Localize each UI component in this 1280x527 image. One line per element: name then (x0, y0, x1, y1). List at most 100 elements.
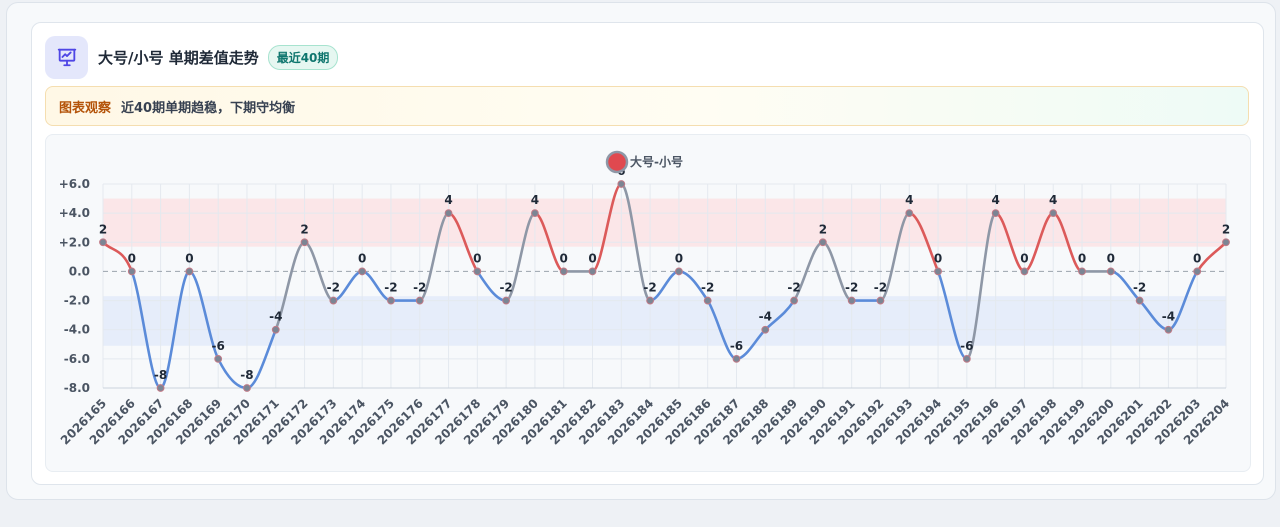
data-point (646, 296, 655, 305)
data-point (502, 296, 511, 305)
data-label: 0 (1193, 251, 1201, 265)
data-point (962, 354, 971, 363)
upper-band (103, 198, 1226, 247)
data-label: 0 (1020, 251, 1028, 265)
data-point (300, 238, 309, 247)
data-point (415, 296, 424, 305)
chart-observation: 图表观察 近40期单期趋稳，下期守均衡 (45, 86, 1249, 126)
data-point (818, 238, 827, 247)
data-label: -4 (759, 310, 772, 324)
legend-marker (605, 150, 629, 174)
data-label: 0 (934, 251, 942, 265)
data-label: 0 (1078, 251, 1086, 265)
data-label: -2 (701, 281, 714, 295)
observation-text: 近40期单期趋稳，下期守均衡 (121, 100, 296, 116)
data-point (271, 325, 280, 334)
data-point (444, 209, 453, 218)
data-label: 4 (991, 193, 999, 207)
data-label: -2 (499, 281, 512, 295)
y-tick-label: -6.0 (64, 352, 90, 366)
data-label: 2 (99, 222, 107, 236)
data-label: -6 (212, 339, 225, 353)
data-label: -4 (1162, 310, 1175, 324)
data-point (703, 296, 712, 305)
legend-label: 大号-小号 (630, 154, 683, 169)
data-point (127, 267, 136, 276)
data-point (617, 180, 626, 188)
y-tick-label: +6.0 (59, 177, 90, 191)
data-point (99, 238, 107, 247)
series-line-segment (130, 270, 162, 390)
data-label: 4 (905, 193, 913, 207)
y-tick-label: -8.0 (64, 381, 90, 395)
data-label: -8 (240, 368, 253, 382)
data-point (473, 267, 482, 276)
data-point (185, 267, 194, 276)
data-point (1049, 209, 1058, 218)
data-point (761, 325, 770, 334)
data-point (1164, 325, 1173, 334)
data-point (934, 267, 942, 276)
data-label: 2 (300, 222, 308, 236)
data-label: -4 (269, 310, 282, 324)
data-point (1222, 238, 1230, 247)
data-point (674, 267, 683, 276)
data-point (214, 354, 223, 363)
data-point (732, 354, 741, 363)
y-tick-label: 0.0 (69, 264, 90, 278)
series-line-segment (591, 182, 623, 273)
series-line-segment (879, 211, 911, 302)
card-header: 大号/小号 单期差值走势 最近40期 (45, 35, 339, 79)
data-label: -2 (327, 281, 340, 295)
data-label: 2 (819, 222, 827, 236)
data-label: -2 (1133, 281, 1146, 295)
series-line-segment (418, 211, 450, 302)
observation-label: 图表观察 (59, 100, 112, 116)
y-tick-label: -4.0 (64, 323, 90, 337)
data-label: -2 (874, 281, 887, 295)
lower-band (103, 296, 1226, 346)
data-label: 0 (185, 251, 193, 265)
page-frame: 大号/小号 单期差值走势 最近40期 图表观察 近40期单期趋稳，下期守均衡 +… (6, 2, 1276, 500)
data-label: 0 (588, 251, 596, 265)
data-point (1078, 267, 1086, 276)
data-point (905, 209, 914, 218)
data-point (991, 209, 1000, 218)
data-point (358, 267, 367, 276)
data-point (876, 296, 885, 305)
data-label: 4 (444, 193, 452, 207)
data-label: 4 (531, 193, 539, 207)
page-title: 大号/小号 单期差值走势 (98, 48, 259, 67)
series-line-segment (620, 182, 652, 302)
data-label: -8 (154, 368, 167, 382)
data-point (1193, 267, 1202, 276)
data-label: 0 (1107, 251, 1115, 265)
data-point (1106, 267, 1115, 276)
series-line-segment (159, 270, 191, 390)
data-label: 0 (560, 251, 568, 265)
data-label: -2 (413, 281, 426, 295)
data-label: -2 (384, 281, 397, 295)
data-label: -2 (787, 281, 800, 295)
series-line-segment (504, 211, 537, 302)
line-chart: +6.0 +4.0 +2.0 0.0 -2.0 -4.0 -6.0 -8.0 2 0 -8 0 -6 -8… (58, 150, 1232, 447)
data-point (329, 296, 338, 305)
y-tick-label: -2.0 (64, 294, 90, 308)
data-point (559, 267, 568, 276)
data-point (243, 384, 251, 392)
data-point (1020, 267, 1029, 276)
data-label: -2 (643, 281, 656, 295)
data-label: -6 (730, 339, 743, 353)
data-point (387, 296, 395, 305)
data-point (531, 209, 539, 218)
data-label: 0 (473, 251, 481, 265)
chart-card: 大号/小号 单期差值走势 最近40期 图表观察 近40期单期趋稳，下期守均衡 +… (31, 22, 1264, 485)
data-label: -6 (960, 339, 973, 353)
data-point (588, 267, 597, 276)
data-point (1135, 296, 1144, 305)
y-tick-label: +2.0 (59, 235, 90, 249)
data-label: 0 (128, 251, 136, 265)
period-badge: 最近40期 (267, 44, 339, 70)
data-point (790, 296, 798, 305)
data-label: 4 (1049, 193, 1057, 207)
